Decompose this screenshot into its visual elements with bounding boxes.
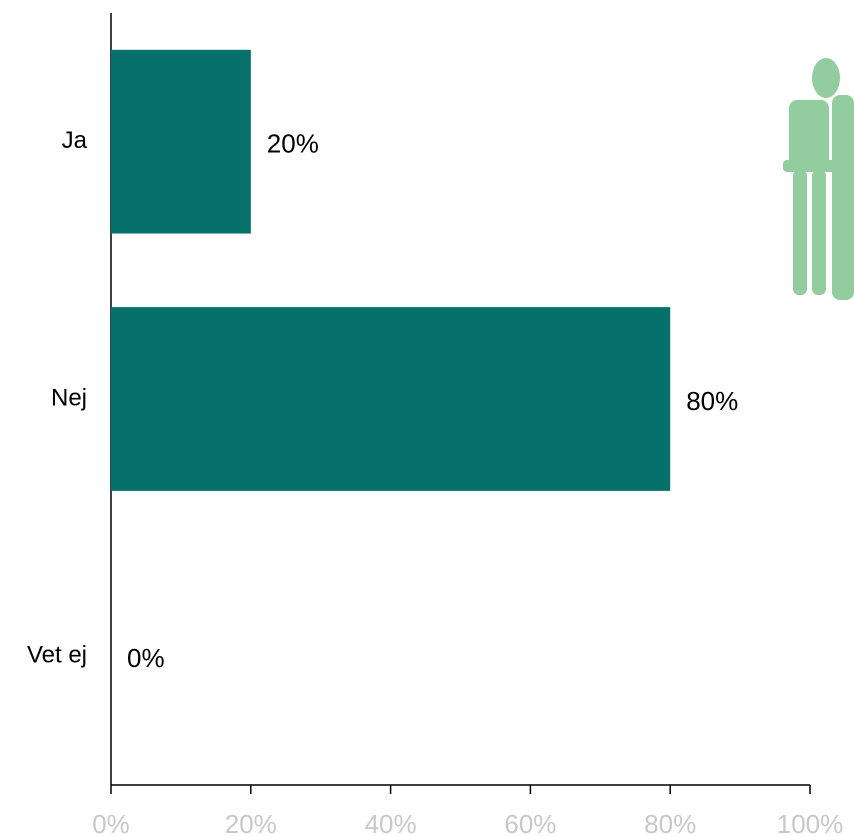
x-tick-label: 80% <box>644 809 696 836</box>
x-tick-label: 20% <box>225 809 277 836</box>
value-label: 20% <box>267 129 319 159</box>
x-tick-label: 40% <box>365 809 417 836</box>
value-label: 0% <box>127 643 165 673</box>
x-tick-label: 100% <box>777 809 844 836</box>
x-tick-label: 60% <box>504 809 556 836</box>
y-tick-label: Nej <box>51 384 87 411</box>
bar <box>111 307 671 491</box>
value-label: 80% <box>686 386 738 416</box>
x-tick-label: 0% <box>92 809 130 836</box>
y-tick-label: Ja <box>62 127 88 154</box>
bar <box>111 49 251 234</box>
y-tick-label: Vet ej <box>27 642 87 669</box>
decorative-figure <box>783 58 854 300</box>
